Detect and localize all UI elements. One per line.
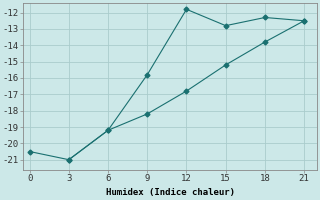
X-axis label: Humidex (Indice chaleur): Humidex (Indice chaleur) — [106, 188, 235, 197]
